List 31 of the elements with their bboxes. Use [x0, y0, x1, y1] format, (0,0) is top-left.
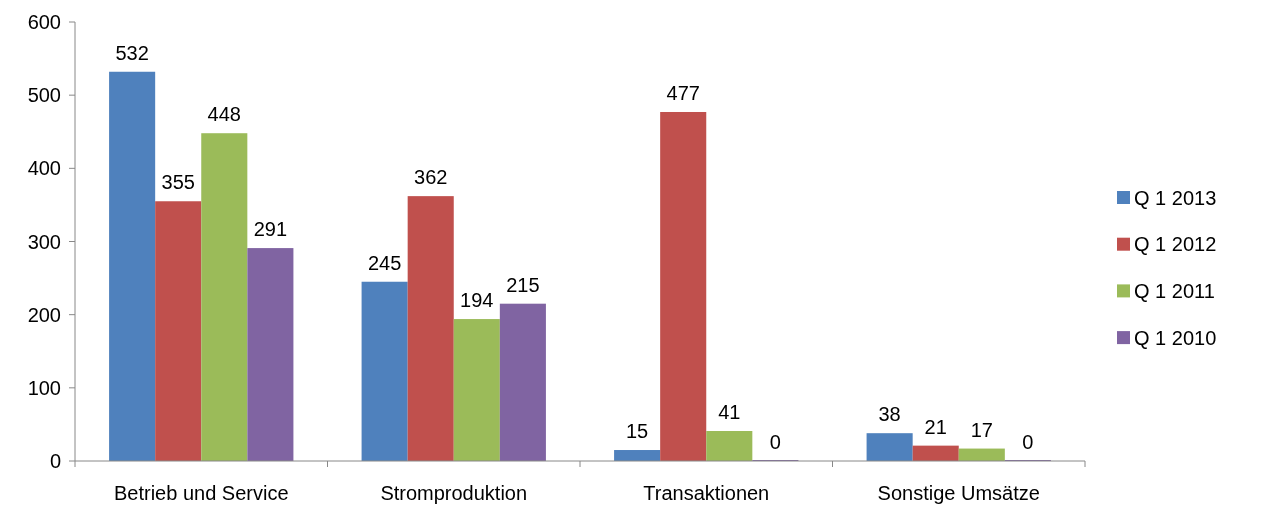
legend-label: Q 1 2012 — [1134, 233, 1217, 256]
data-label: 38 — [878, 403, 901, 426]
x-tick-label: Transaktionen — [643, 482, 770, 504]
data-label: 532 — [115, 41, 149, 64]
legend-label: Q 1 2010 — [1134, 326, 1217, 349]
data-label: 477 — [666, 82, 700, 104]
data-label: 15 — [626, 420, 649, 443]
y-tick-label: 400 — [27, 157, 61, 180]
data-label: 0 — [769, 431, 781, 453]
y-tick-label: 100 — [27, 376, 61, 399]
y-tick-label: 200 — [27, 303, 61, 326]
y-tick-label: 0 — [49, 450, 61, 472]
data-label: 0 — [1022, 431, 1034, 453]
data-label: 245 — [367, 251, 402, 274]
data-label: 355 — [161, 171, 195, 194]
x-tick-label: Stromproduktion — [380, 482, 528, 504]
data-label: 41 — [718, 401, 741, 423]
data-label: 21 — [924, 415, 947, 438]
data-label: 291 — [253, 218, 288, 241]
y-tick-label: 600 — [27, 11, 61, 33]
legend-label: Q 1 2013 — [1134, 186, 1217, 209]
x-tick-label: Betrieb und Service — [113, 482, 289, 504]
y-tick-label: 500 — [27, 84, 61, 107]
y-tick-label: 300 — [27, 230, 61, 253]
legend-label: Q 1 2011 — [1134, 279, 1215, 302]
x-tick-label: Sonstige Umsätze — [877, 482, 1040, 504]
data-label: 194 — [460, 289, 494, 312]
data-label: 17 — [970, 418, 993, 441]
data-label: 215 — [506, 273, 540, 296]
data-label: 362 — [414, 166, 448, 189]
data-label: 448 — [207, 103, 241, 126]
